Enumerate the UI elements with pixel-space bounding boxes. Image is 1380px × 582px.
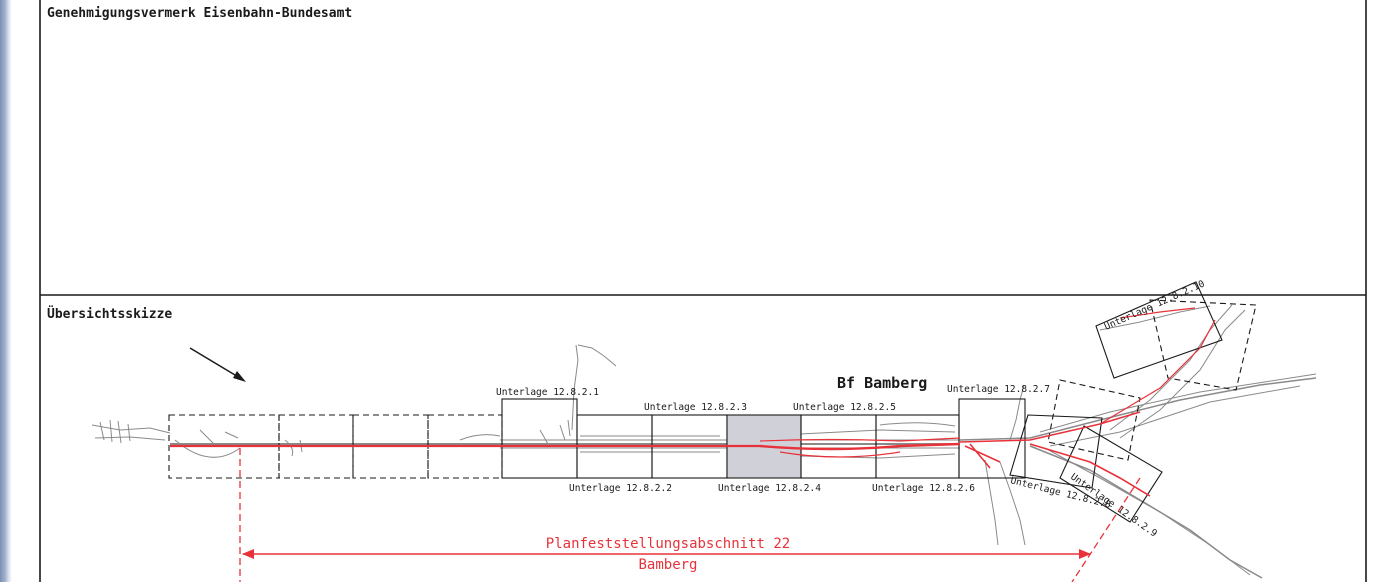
sheet-label-4: Unterlage 12.8.2.4 <box>718 483 821 494</box>
planned-track <box>170 307 1216 497</box>
scan-edge-strip <box>0 0 12 582</box>
section-boundaries <box>239 448 1141 582</box>
sheet-label-2: Unterlage 12.8.2.2 <box>569 483 672 494</box>
sheet-label-7: Unterlage 12.8.2.7 <box>947 384 1050 395</box>
arrow-icon <box>189 347 246 382</box>
section-span-sublabel: Bamberg <box>638 557 697 573</box>
sheet-label-1: Unterlage 12.8.2.1 <box>496 387 599 398</box>
sheet-label-3: Unterlage 12.8.2.3 <box>644 402 747 413</box>
section-span-label: Planfeststellungsabschnitt 22 <box>546 536 790 552</box>
sheet-frame <box>39 0 1367 582</box>
sheet-label-6: Unterlage 12.8.2.6 <box>872 483 975 494</box>
approval-section-title: Genehmigungsvermerk Eisenbahn-Bundesamt <box>47 6 352 21</box>
sheet-label-9: Unterlage 12.8.2.9 <box>1068 471 1159 539</box>
sheet-label-5: Unterlage 12.8.2.5 <box>793 402 896 413</box>
sheet-labels: Unterlage 12.8.2.1 Unterlage 12.8.2.2 Un… <box>496 278 1207 539</box>
dashed-sheet-boxes <box>168 299 1257 479</box>
overview-section-title: Übersichtsskizze <box>47 306 172 322</box>
station-label: Bf Bamberg <box>837 374 927 392</box>
sheet-label-10: Unterlage 12.8.2.10 <box>1103 278 1207 332</box>
